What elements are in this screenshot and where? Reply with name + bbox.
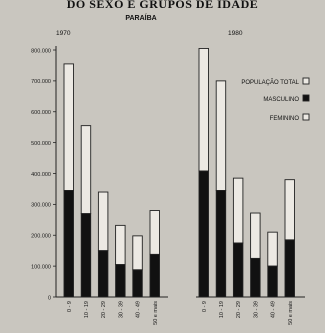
bar-feminino-1970-0 <box>63 63 74 191</box>
bar-feminino-1970-1 <box>80 125 92 215</box>
legend-swatch-0 <box>302 77 310 85</box>
bar-feminino-1970-5 <box>149 210 160 255</box>
panel-year-1: 1980 <box>228 30 243 37</box>
y-tick-label: 700.000 <box>31 79 51 85</box>
panel-year-0: 1970 <box>56 30 71 37</box>
y-tick-label: 400.000 <box>31 172 51 178</box>
y-tick-label: 200.000 <box>31 234 51 240</box>
legend-label-0: POPULAÇÃO TOTAL <box>241 79 299 86</box>
bars-layer <box>63 48 295 298</box>
legend-label-2: FEMININO <box>270 116 300 122</box>
bar-masculino-1970-4 <box>132 269 143 298</box>
bar-masculino-1980-5 <box>284 239 295 298</box>
bar-feminino-1970-3 <box>115 224 126 266</box>
legend-layer: POPULAÇÃO TOTAL MASCULINO FEMININO <box>241 77 310 122</box>
bar-masculino-1970-1 <box>80 213 92 298</box>
y-tick-label: 600.000 <box>31 110 51 116</box>
x-tick-label: 10 - 19 <box>84 301 90 318</box>
bar-masculino-1970-2 <box>97 250 109 298</box>
x-tick-label: 0 - 9 <box>202 301 208 312</box>
legend-swatch-2 <box>302 113 310 121</box>
y-tick-label: 300.000 <box>31 203 51 209</box>
y-tick-label: 800.000 <box>31 48 51 54</box>
x-tick-label: 40 - 49 <box>136 301 142 318</box>
x-tick-label: 10 - 19 <box>219 301 225 318</box>
legend-label-1: MASCULINO <box>263 97 299 103</box>
y-tick-label: 100.000 <box>31 264 51 270</box>
bar-masculino-1970-3 <box>115 264 126 298</box>
x-tick-label: 20 - 29 <box>236 301 242 318</box>
region-title: PARAÍBA <box>125 13 156 22</box>
bar-masculino-1980-3 <box>250 257 261 298</box>
bar-masculino-1980-0 <box>198 170 209 298</box>
x-tick-label: 30 - 39 <box>118 301 124 318</box>
bar-masculino-1980-2 <box>232 242 244 298</box>
bar-feminino-1980-1 <box>215 80 227 191</box>
bar-feminino-1980-2 <box>232 177 244 244</box>
bar-feminino-1980-3 <box>250 212 261 259</box>
bar-masculino-1970-0 <box>63 190 74 298</box>
bar-masculino-1980-1 <box>215 190 227 298</box>
x-tick-label: 50 e mais <box>153 301 159 325</box>
bar-masculino-1970-5 <box>149 253 160 298</box>
bar-masculino-1980-4 <box>267 265 278 298</box>
labels-layer: PARAÍBA 0 100.000 200.000 300.000 400.000 500.… <box>31 13 294 325</box>
y-tick-label: 500.000 <box>31 141 51 147</box>
bar-feminino-1970-4 <box>132 235 143 271</box>
bar-feminino-1970-2 <box>97 191 109 252</box>
bar-feminino-1980-5 <box>284 179 295 241</box>
bar-feminino-1980-4 <box>267 231 278 267</box>
y-tick-label: 0 <box>48 295 51 301</box>
bar-feminino-1980-0 <box>198 48 209 172</box>
x-tick-label: 20 - 29 <box>101 301 107 318</box>
legend-swatch-1 <box>302 94 310 102</box>
x-tick-label: 40 - 49 <box>271 301 277 318</box>
x-tick-label: 0 - 9 <box>67 301 73 312</box>
x-tick-label: 50 e mais <box>288 301 294 325</box>
figure-title: DO SEXO E GRUPOS DE IDADE <box>66 0 259 11</box>
x-tick-label: 30 - 39 <box>253 301 259 318</box>
